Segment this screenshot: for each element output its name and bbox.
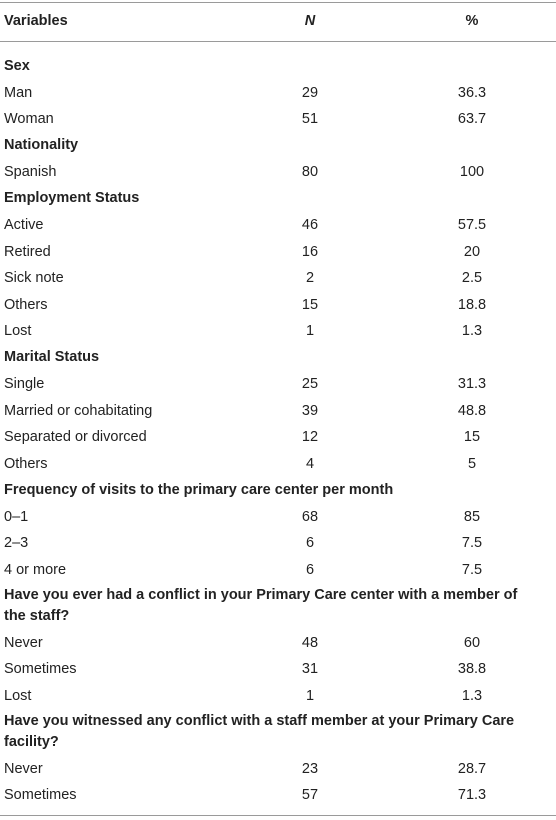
cell-percent: 18.8: [457, 296, 487, 313]
row-label: Single: [4, 376, 45, 392]
section-title: Have you witnessed any conflict with a s…: [4, 713, 515, 751]
row-label: Never: [4, 634, 43, 651]
section-title: Employment Status: [4, 190, 140, 207]
table-rule: [0, 41, 556, 42]
cell-percent: 2.5: [461, 270, 483, 286]
cell-percent: 38.8: [457, 661, 487, 677]
row-label: Sometimes: [4, 661, 77, 677]
cell-percent: 57.5: [457, 217, 487, 233]
row-label: Lost: [4, 687, 32, 704]
cell-percent: 20: [463, 243, 481, 260]
row-label: Sometimes: [4, 787, 77, 803]
cell-n: 16: [301, 243, 319, 260]
cell-n: 6: [305, 561, 315, 578]
cell-n: 29: [301, 84, 319, 101]
row-label: 2–3: [4, 535, 29, 551]
cell-n: 6: [305, 535, 315, 551]
cell-percent: 85: [463, 508, 481, 525]
cell-percent: 71.3: [457, 787, 487, 803]
cell-percent: 31.3: [457, 376, 487, 392]
cell-n: 51: [301, 111, 319, 127]
cell-percent: 60: [463, 634, 481, 651]
column-header: %: [465, 13, 479, 29]
cell-n: 15: [301, 296, 319, 313]
cell-percent: 100: [459, 164, 485, 180]
cell-n: 80: [301, 164, 319, 180]
cell-n: 25: [301, 376, 319, 392]
row-label: Active: [4, 217, 44, 233]
row-label: 4 or more: [4, 561, 67, 578]
cell-percent: 63.7: [457, 111, 487, 127]
table-rule: [0, 814, 556, 816]
section-title: Sex: [4, 57, 30, 74]
cell-percent: 28.7: [457, 760, 487, 777]
cell-n: 57: [301, 787, 319, 803]
cell-n: 12: [301, 429, 319, 445]
cell-n: 2: [305, 270, 315, 286]
cell-n: 4: [305, 455, 315, 472]
cell-percent: 15: [463, 429, 481, 445]
row-label: 0–1: [4, 508, 29, 525]
row-label: Others: [4, 296, 48, 313]
cell-percent: 7.5: [461, 535, 483, 551]
cell-percent: 7.5: [461, 561, 483, 578]
row-label: Others: [4, 455, 48, 472]
section-title: Nationality: [4, 137, 79, 154]
cell-n: 31: [301, 661, 319, 677]
column-header: Variables: [4, 13, 68, 29]
row-label: Sick note: [4, 270, 64, 286]
row-label: Never: [4, 760, 43, 777]
cell-n: 1: [305, 687, 315, 704]
row-label: Woman: [4, 111, 54, 127]
cell-n: 1: [305, 323, 315, 339]
cell-percent: 48.8: [457, 402, 487, 419]
cell-n: 39: [301, 402, 319, 419]
section-title: Frequency of visits to the primary care …: [4, 481, 394, 498]
row-label: Spanish: [4, 164, 57, 180]
column-header: N: [304, 13, 316, 29]
cell-n: 68: [301, 508, 319, 525]
cell-percent: 36.3: [457, 84, 487, 101]
section-title: Have you ever had a conflict in your Pri…: [4, 587, 518, 625]
row-label: Lost: [4, 323, 32, 339]
table-rule: [0, 2, 556, 3]
cell-n: 46: [301, 217, 319, 233]
row-label: Man: [4, 84, 33, 101]
row-label: Retired: [4, 243, 51, 260]
cell-percent: 1.3: [461, 687, 483, 704]
row-label: Separated or divorced: [4, 429, 147, 445]
row-label: Married or cohabitating: [4, 402, 153, 419]
cell-n: 23: [301, 760, 319, 777]
section-title: Marital Status: [4, 349, 100, 366]
cell-n: 48: [301, 634, 319, 651]
cell-percent: 1.3: [461, 323, 483, 339]
cell-percent: 5: [467, 455, 477, 472]
